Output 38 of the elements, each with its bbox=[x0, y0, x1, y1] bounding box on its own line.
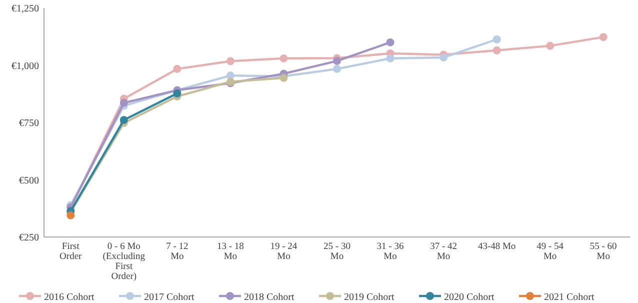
x-tick-label: 55 - 60 Mo bbox=[590, 242, 618, 262]
legend-label: 2021 Cohort bbox=[544, 292, 594, 303]
point bbox=[120, 116, 128, 124]
y-tick-label: €500 bbox=[19, 175, 39, 186]
legend-label: 2019 Cohort bbox=[344, 292, 394, 303]
x-tick-label: 37 - 42 Mo bbox=[430, 242, 458, 262]
x-tick-label: 19 - 24 Mo bbox=[270, 242, 298, 262]
y-tick-label: €250 bbox=[19, 232, 39, 244]
legend-label: 2016 Cohort bbox=[44, 292, 94, 303]
point bbox=[226, 57, 234, 66]
point bbox=[386, 38, 394, 46]
x-tick-label: 43-48 Mo bbox=[478, 242, 516, 252]
legend-label: 2020 Cohort bbox=[444, 292, 494, 303]
point bbox=[599, 33, 608, 42]
point bbox=[333, 56, 341, 65]
point bbox=[546, 42, 554, 50]
x-tick-label: 7 - 12 Mo bbox=[166, 242, 189, 262]
y-tick-label: €1,000 bbox=[12, 60, 39, 72]
y-tick-label: €750 bbox=[19, 118, 39, 129]
point bbox=[173, 89, 182, 98]
point bbox=[120, 98, 128, 107]
legend-label: 2018 Cohort bbox=[244, 292, 294, 303]
point bbox=[173, 64, 182, 73]
x-tick-label: 25 - 30 Mo bbox=[324, 242, 351, 262]
point bbox=[280, 54, 288, 62]
x-tick-label: 31 - 36 Mo bbox=[376, 242, 404, 262]
x-tick-label: 49 - 54 Mo bbox=[536, 242, 564, 262]
point bbox=[333, 64, 341, 73]
x-tick-label: 13 - 18 Mo bbox=[216, 242, 244, 262]
point bbox=[66, 211, 75, 220]
point bbox=[492, 46, 501, 54]
point bbox=[386, 54, 394, 62]
x-tick-label: First Order bbox=[60, 242, 83, 262]
point bbox=[492, 35, 501, 44]
legend-label: 2017 Cohort bbox=[144, 292, 194, 303]
x-tick-label: 0 - 6 Mo (Excluding First Order) bbox=[102, 242, 146, 282]
point bbox=[440, 53, 448, 62]
y-tick-label: €1,250 bbox=[12, 4, 39, 14]
